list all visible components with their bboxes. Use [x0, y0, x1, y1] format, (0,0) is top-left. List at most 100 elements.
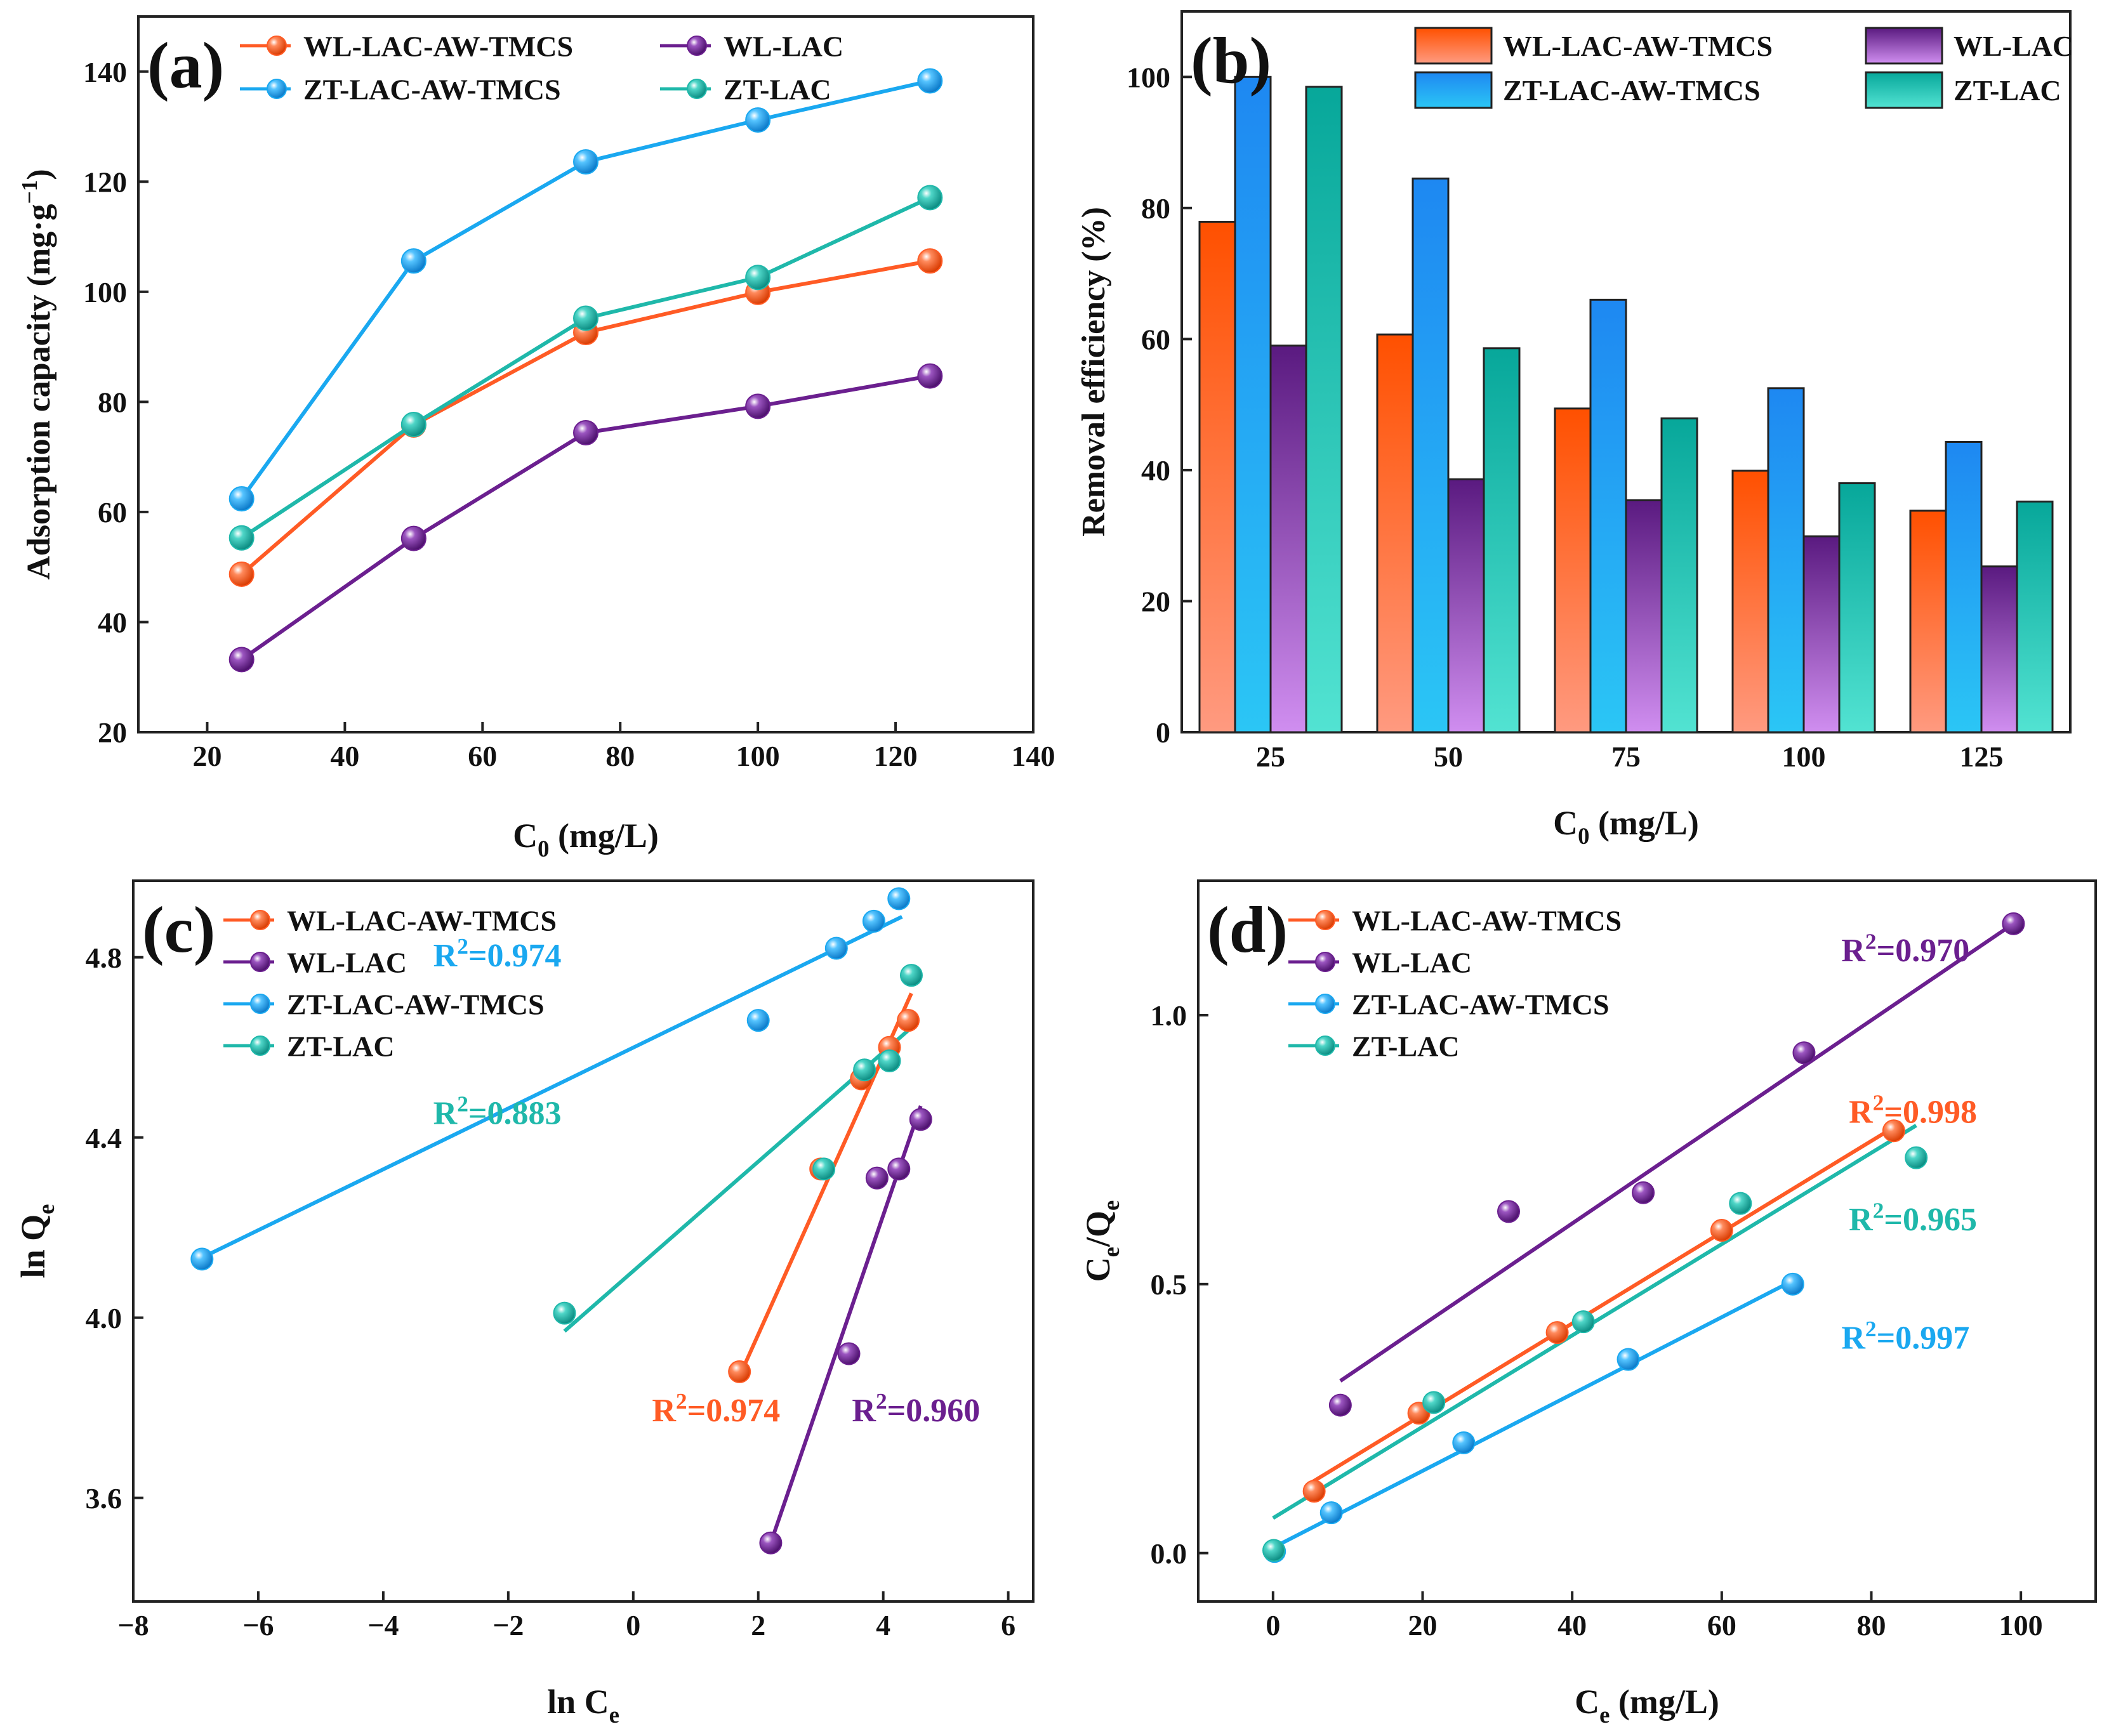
- bar: [1198, 221, 1236, 733]
- fit-line: [1339, 922, 2015, 1383]
- legend-label: WL-LAC-AW-TMCS: [287, 905, 557, 937]
- panel-b-removal-efficiency: 0 20 40 60 80 100 25 50 75 100 125 C0 (mg/L) Removal…: [1076, 10, 2073, 849]
- x-tick-label: 140: [1012, 740, 1055, 772]
- legend: WL-LAC-AW-TMCS WL-LAC ZT-LAC-AW-TMCS ZT-LAC: [223, 905, 557, 1063]
- legend-label: WL-LAC: [724, 30, 843, 63]
- data-point: [909, 1108, 932, 1131]
- x-tick-label: 120: [874, 740, 918, 772]
- y-tick-label: 100: [83, 276, 127, 308]
- data-point: [1545, 1321, 1569, 1345]
- y-tick-label: 20: [1141, 586, 1170, 618]
- legend-swatch: [1414, 71, 1493, 109]
- data-point: [917, 185, 943, 211]
- bar: [1234, 76, 1272, 733]
- x-tick-label: 0: [1266, 1609, 1280, 1641]
- r-squared-annotation: R2=0.965: [1849, 1197, 1977, 1238]
- data-point: [190, 1247, 214, 1271]
- bar: [1625, 499, 1663, 733]
- panel-c-freundlich-fit: 3.6 4.0 4.4 4.8 −8 −6 −4 −2 0 2 4 6 ln Ce ln Qe R2=0.9…: [14, 879, 1035, 1728]
- data-point: [812, 1157, 836, 1181]
- plot-frame: [137, 15, 1035, 733]
- y-tick-label: 40: [98, 607, 127, 639]
- data-point: [1452, 1431, 1476, 1454]
- fit-line: [1272, 1277, 1798, 1549]
- data-point: [1616, 1348, 1640, 1371]
- legend-label: ZT-LAC-AW-TMCS: [303, 74, 561, 106]
- r-squared-annotation: R2=0.974: [433, 933, 562, 974]
- y-tick-label: 1.0: [1151, 999, 1187, 1032]
- y-tick-label: 20: [98, 716, 127, 749]
- data-point: [897, 1009, 920, 1032]
- data-point: [917, 248, 943, 274]
- y-tick-label: 3.6: [86, 1482, 122, 1515]
- x-axis-label: Ce (mg/L): [1575, 1683, 1719, 1728]
- legend-swatch: [1865, 27, 1943, 65]
- legend-marker: [250, 910, 270, 930]
- data-point: [1319, 1501, 1343, 1525]
- x-tick-label: 0: [626, 1609, 640, 1641]
- data-point: [746, 1009, 770, 1032]
- data-point: [824, 937, 848, 960]
- y-tick-label: 4.8: [86, 942, 122, 974]
- plot-frame: [132, 879, 1035, 1603]
- data-point: [1632, 1181, 1655, 1204]
- y-tick-label: 140: [83, 56, 127, 88]
- legend: WL-LAC-AW-TMCS WL-LAC ZT-LAC-AW-TMCS ZT-LAC: [1288, 905, 1622, 1063]
- data-point: [1262, 1539, 1286, 1562]
- x-tick-label: 100: [1782, 740, 1826, 773]
- data-point: [1882, 1119, 1905, 1143]
- data-point: [1328, 1393, 1352, 1417]
- data-point: [745, 107, 771, 133]
- data-point: [878, 1049, 901, 1072]
- data-point: [1571, 1310, 1595, 1334]
- y-tick-label: 100: [1127, 61, 1170, 93]
- bar: [1802, 535, 1841, 733]
- x-tick-label: 100: [1999, 1609, 2043, 1641]
- data-point: [837, 1342, 861, 1365]
- x-tick-label: 125: [1960, 740, 2004, 773]
- data-point: [853, 1058, 876, 1082]
- panel-d-langmuir-fit: 0.0 0.5 1.0 0 20 40 60 80 100 Ce (mg/L) Ce/Qe R2=0.…: [1079, 879, 2097, 1728]
- y-tick-label: 0: [1156, 716, 1170, 749]
- data-point: [728, 1360, 751, 1383]
- legend-marker: [687, 79, 707, 99]
- data-point: [553, 1301, 576, 1325]
- legend-marker: [687, 36, 707, 56]
- data-point: [862, 909, 885, 933]
- x-tick-label: 25: [1256, 740, 1285, 773]
- y-tick-label: 80: [98, 386, 127, 418]
- data-point: [887, 887, 911, 911]
- y-tick-label: 4.0: [86, 1302, 122, 1334]
- data-point: [865, 1166, 889, 1190]
- x-tick-label: 60: [468, 740, 497, 772]
- r-squared-annotation: R2=0.883: [433, 1091, 562, 1132]
- legend-marker: [1315, 910, 1335, 930]
- data-point: [1729, 1192, 1752, 1215]
- legend-label: ZT-LAC: [287, 1030, 395, 1063]
- legend-label: ZT-LAC: [724, 74, 831, 106]
- bar: [1945, 441, 1983, 733]
- y-axis-label: Ce/Qe: [1079, 1200, 1124, 1282]
- y-tick-label: 60: [98, 496, 127, 529]
- legend-marker: [1315, 1036, 1335, 1056]
- bar: [1909, 510, 1947, 733]
- data-point: [745, 393, 771, 419]
- x-tick-label: 75: [1611, 740, 1641, 773]
- bar: [1767, 387, 1805, 733]
- r-squared-annotation: R2=0.998: [1849, 1090, 1977, 1131]
- data-point: [1710, 1219, 1733, 1242]
- data-point: [887, 1157, 911, 1181]
- bar: [1554, 407, 1592, 733]
- x-tick-label: 2: [751, 1609, 765, 1641]
- fit-line: [198, 915, 903, 1261]
- data-point: [759, 1531, 783, 1555]
- x-tick-label: 40: [1557, 1609, 1587, 1641]
- data-point: [2002, 912, 2025, 935]
- x-tick-label: 6: [1001, 1609, 1015, 1641]
- r-squared-annotation: R2=0.997: [1841, 1316, 1969, 1357]
- y-tick-label: 120: [83, 166, 127, 198]
- data-point: [1497, 1200, 1521, 1223]
- legend-label: ZT-LAC: [1352, 1030, 1460, 1063]
- bar: [1731, 470, 1769, 733]
